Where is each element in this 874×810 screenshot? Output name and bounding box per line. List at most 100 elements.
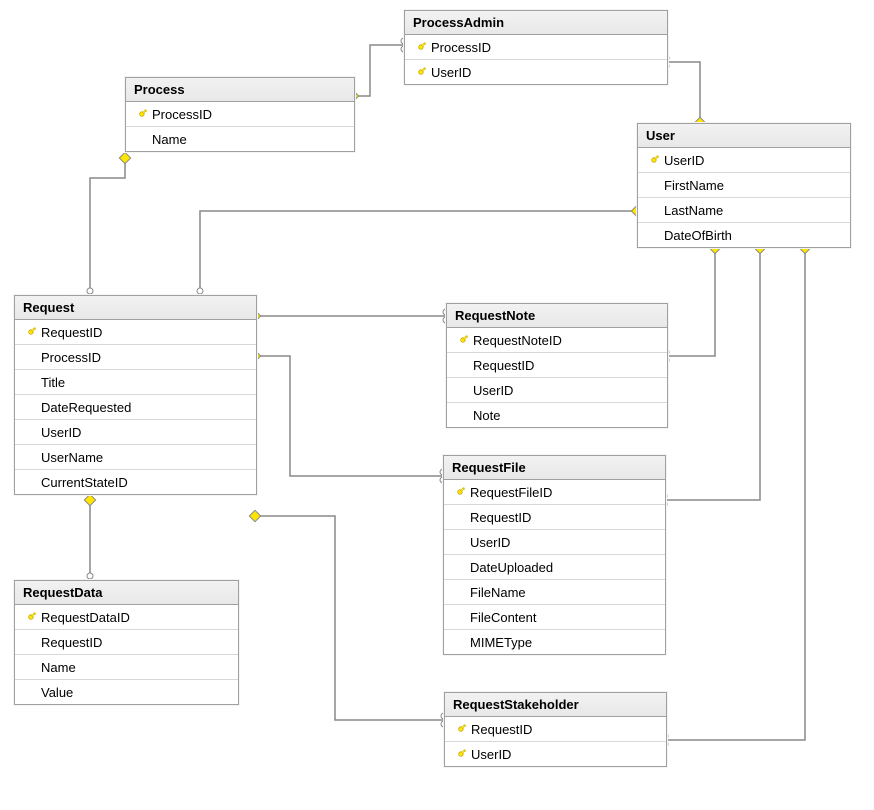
column-name: Name [41, 660, 76, 675]
key-icon [646, 153, 664, 168]
relationship-line [255, 516, 444, 720]
column-name: FileContent [470, 610, 536, 625]
column-row: RequestID [15, 320, 256, 345]
key-icon [23, 610, 41, 625]
column-name: MIMEType [470, 635, 532, 650]
key-icon [452, 485, 470, 500]
column-name: UserID [471, 747, 511, 762]
relationship-line [255, 356, 443, 476]
column-row: RequestNoteID [447, 328, 667, 353]
column-name: Name [152, 132, 187, 147]
column-row: UserID [444, 530, 665, 555]
column-name: DateOfBirth [664, 228, 732, 243]
column-row: UserID [405, 60, 667, 84]
column-row: CurrentStateID [15, 470, 256, 494]
column-name: Value [41, 685, 73, 700]
table-requeststakeholder[interactable]: RequestStakeholder RequestID UserID [444, 692, 667, 767]
column-name: RequestID [41, 325, 102, 340]
column-row: DateOfBirth [638, 223, 850, 247]
table-header: RequestData [15, 581, 238, 605]
column-row: ProcessID [405, 35, 667, 60]
column-row: UserID [447, 378, 667, 403]
column-name: FileName [470, 585, 526, 600]
column-row: RequestID [445, 717, 666, 742]
column-name: RequestID [473, 358, 534, 373]
table-requestnote[interactable]: RequestNote RequestNoteID RequestID UserID N… [446, 303, 668, 428]
table-header: RequestStakeholder [445, 693, 666, 717]
column-row: FileName [444, 580, 665, 605]
column-name: RequestDataID [41, 610, 130, 625]
column-name: ProcessID [152, 107, 212, 122]
table-header: User [638, 124, 850, 148]
column-row: UserName [15, 445, 256, 470]
column-row: Name [126, 127, 354, 151]
table-header: RequestNote [447, 304, 667, 328]
column-name: UserName [41, 450, 103, 465]
column-row: UserID [445, 742, 666, 766]
table-process[interactable]: Process ProcessID Name [125, 77, 355, 152]
key-icon [453, 722, 471, 737]
column-name: UserID [664, 153, 704, 168]
column-name: UserID [41, 425, 81, 440]
column-row: FirstName [638, 173, 850, 198]
table-header: ProcessAdmin [405, 11, 667, 35]
column-row: ProcessID [126, 102, 354, 127]
column-name: UserID [470, 535, 510, 550]
table-header: RequestFile [444, 456, 665, 480]
key-icon [134, 107, 152, 122]
relationship-line [353, 45, 404, 96]
column-name: Note [473, 408, 500, 423]
table-header: Process [126, 78, 354, 102]
column-row: Name [15, 655, 238, 680]
relationship-line [200, 211, 637, 295]
column-row: RequestID [15, 630, 238, 655]
column-row: FileContent [444, 605, 665, 630]
column-name: RequestID [470, 510, 531, 525]
key-icon [413, 40, 431, 55]
relationship-line [666, 62, 700, 123]
column-row: UserID [638, 148, 850, 173]
column-name: RequestFileID [470, 485, 552, 500]
column-name: UserID [431, 65, 471, 80]
column-name: UserID [473, 383, 513, 398]
column-row: UserID [15, 420, 256, 445]
key-icon [453, 747, 471, 762]
column-row: RequestID [447, 353, 667, 378]
column-name: Title [41, 375, 65, 390]
key-icon [455, 333, 473, 348]
er-diagram-canvas: ProcessAdminProcessIDUserIDProcessProces… [0, 0, 874, 810]
column-name: DateRequested [41, 400, 131, 415]
key-icon [413, 65, 431, 80]
relationship-line [664, 248, 760, 500]
relationship-line [665, 248, 805, 740]
relationship-line [90, 158, 125, 295]
column-name: FirstName [664, 178, 724, 193]
column-row: DateUploaded [444, 555, 665, 580]
table-requestfile[interactable]: RequestFile RequestFileID RequestID UserID D… [443, 455, 666, 655]
column-name: ProcessID [41, 350, 101, 365]
column-name: CurrentStateID [41, 475, 128, 490]
column-name: RequestID [471, 722, 532, 737]
column-row: Title [15, 370, 256, 395]
column-row: ProcessID [15, 345, 256, 370]
column-row: LastName [638, 198, 850, 223]
column-row: RequestID [444, 505, 665, 530]
table-requestdata[interactable]: RequestData RequestDataID RequestID Name Val… [14, 580, 239, 705]
key-icon [23, 325, 41, 340]
column-name: ProcessID [431, 40, 491, 55]
column-row: MIMEType [444, 630, 665, 654]
column-name: DateUploaded [470, 560, 553, 575]
relationship-line [666, 248, 715, 356]
table-processadmin[interactable]: ProcessAdmin ProcessID UserID [404, 10, 668, 85]
table-header: Request [15, 296, 256, 320]
column-name: LastName [664, 203, 723, 218]
table-user[interactable]: User UserID FirstName LastName DateOfBirth [637, 123, 851, 248]
column-row: RequestFileID [444, 480, 665, 505]
column-row: Value [15, 680, 238, 704]
column-name: RequestID [41, 635, 102, 650]
column-row: Note [447, 403, 667, 427]
column-row: RequestDataID [15, 605, 238, 630]
column-name: RequestNoteID [473, 333, 562, 348]
table-request[interactable]: Request RequestID ProcessID Title DateReques… [14, 295, 257, 495]
column-row: DateRequested [15, 395, 256, 420]
